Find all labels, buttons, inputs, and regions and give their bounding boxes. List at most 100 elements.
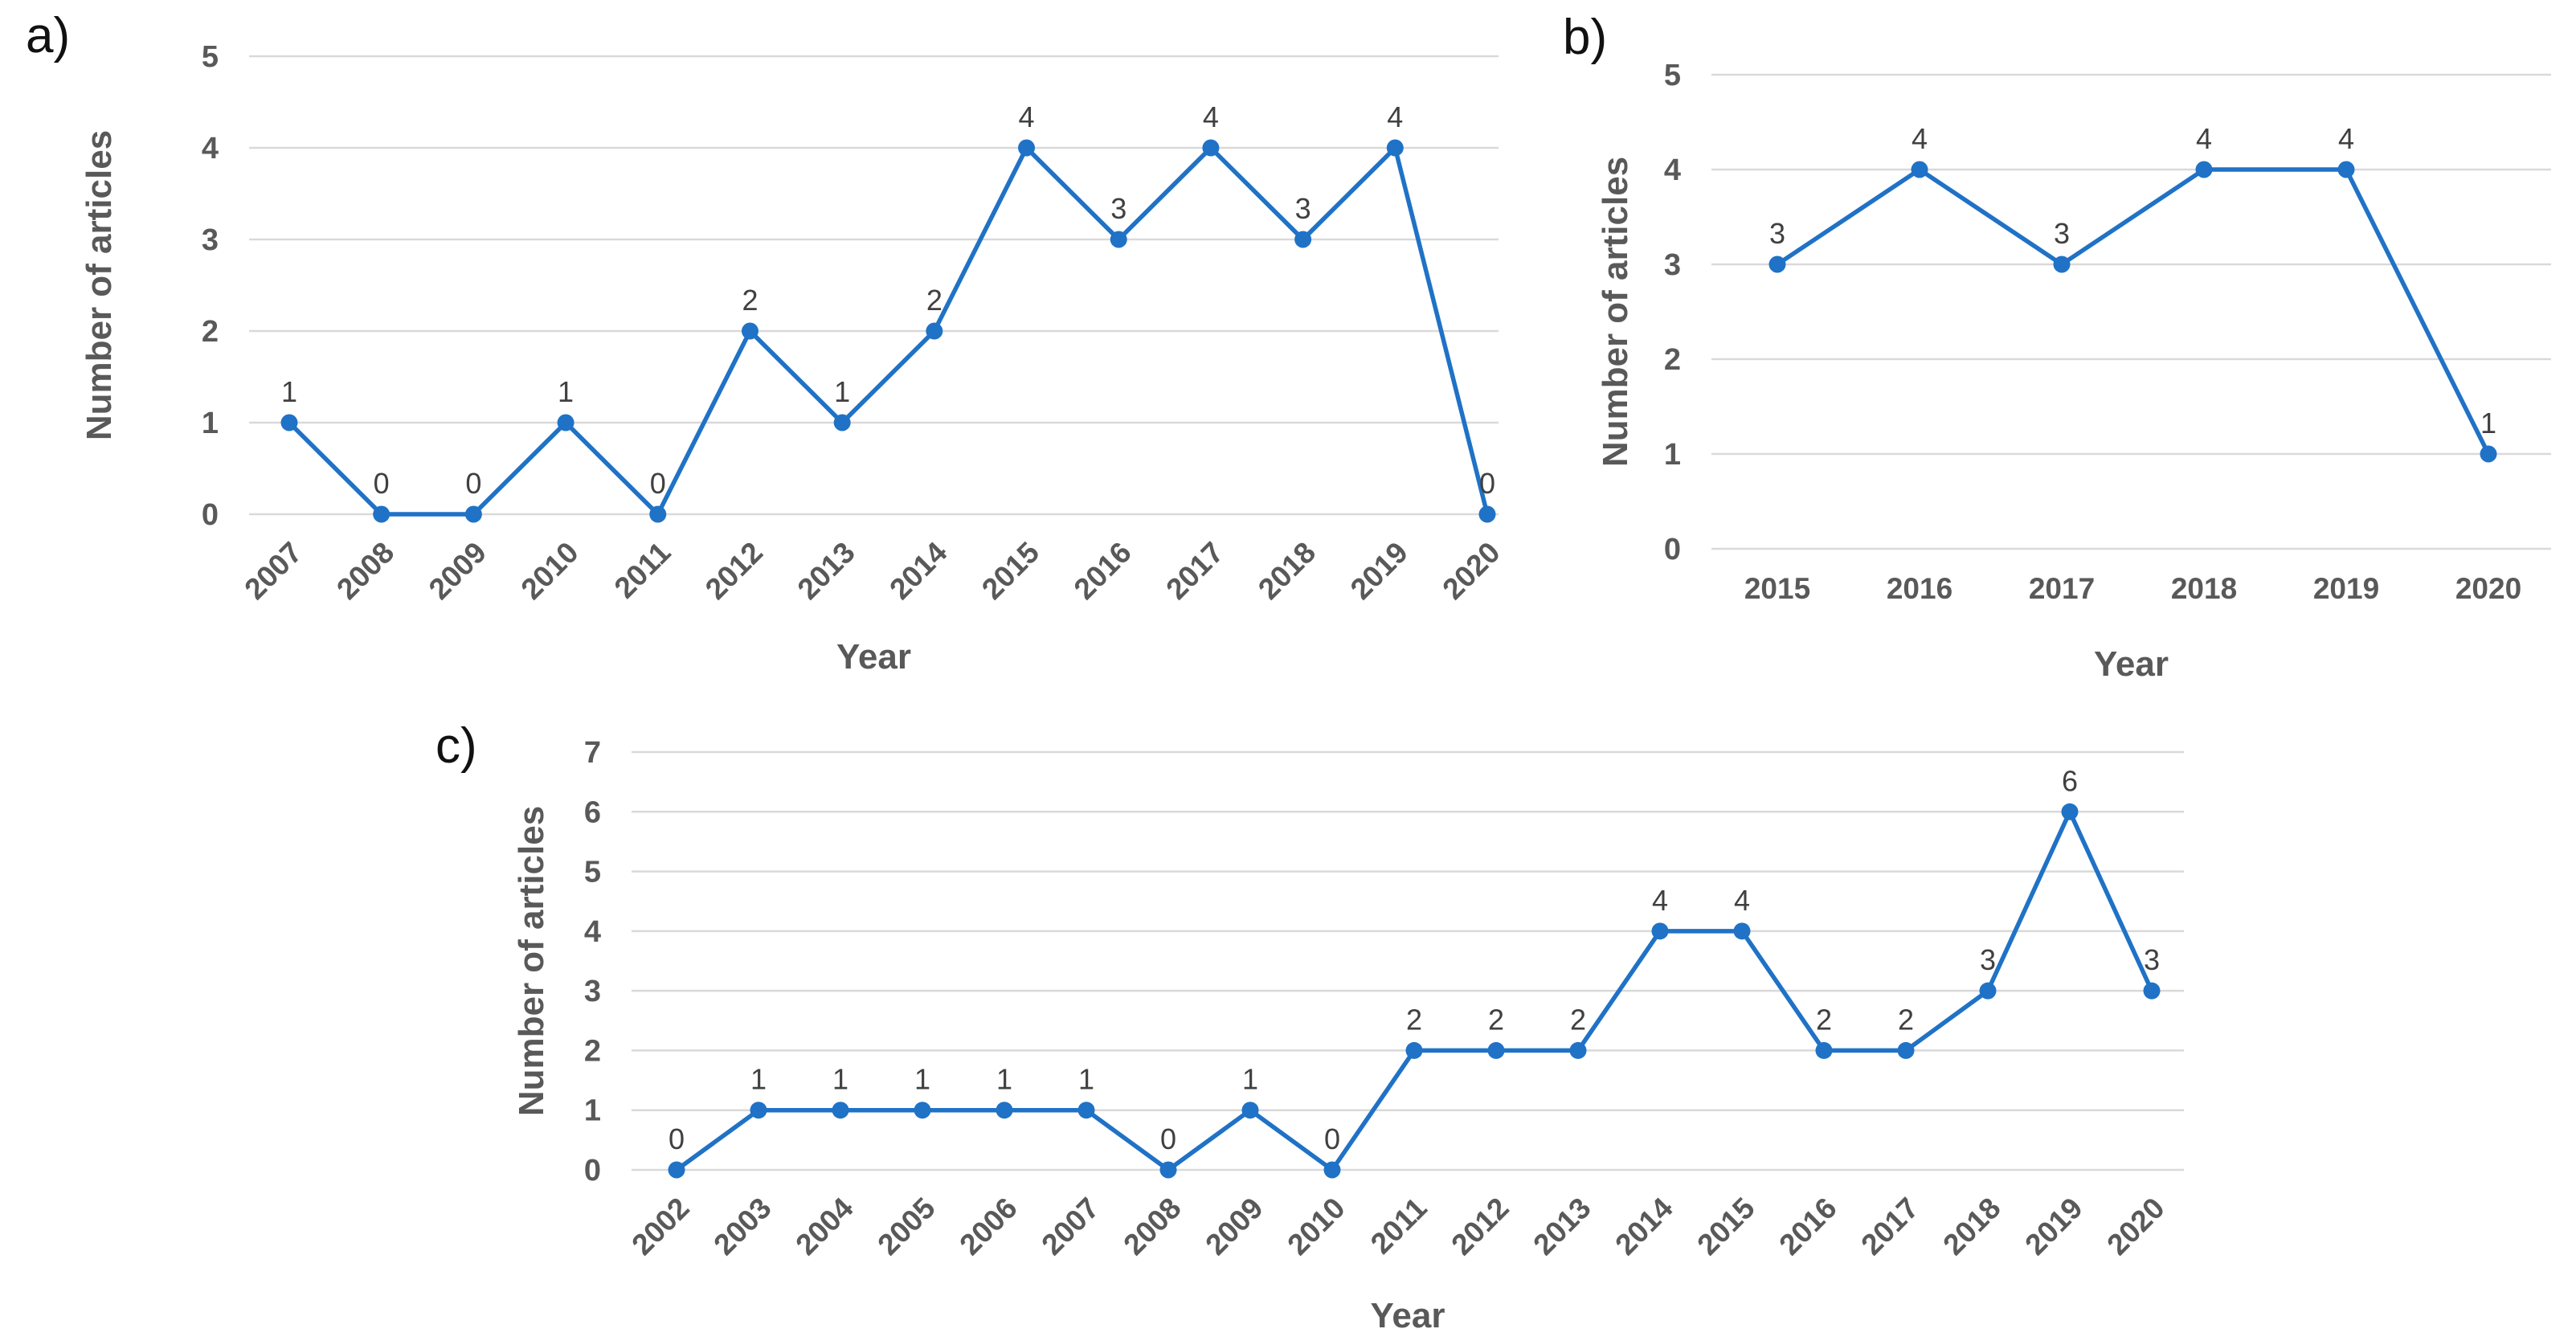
x-tick-label: 2004 bbox=[789, 1191, 859, 1261]
y-tick-label: 0 bbox=[584, 1154, 601, 1188]
data-label: 3 bbox=[1295, 192, 1311, 225]
x-tick-label: 2017 bbox=[2029, 572, 2095, 605]
x-tick-label: 2019 bbox=[2313, 572, 2379, 605]
y-tick-label: 4 bbox=[202, 132, 219, 166]
y-tick-label: 3 bbox=[202, 223, 219, 257]
data-label: 2 bbox=[1570, 1003, 1586, 1036]
data-point bbox=[833, 414, 851, 431]
data-point bbox=[1733, 922, 1751, 940]
data-point bbox=[1768, 256, 1786, 273]
data-label: 1 bbox=[1242, 1063, 1258, 1096]
y-tick-label: 6 bbox=[584, 795, 601, 829]
x-tick-label: 2011 bbox=[608, 536, 677, 605]
panel-label-b: b) bbox=[1563, 10, 1608, 65]
data-label: 4 bbox=[1912, 122, 1928, 155]
data-label: 4 bbox=[2338, 122, 2354, 155]
x-tick-label: 2008 bbox=[330, 536, 400, 606]
data-point bbox=[2143, 982, 2161, 1000]
data-label: 2 bbox=[742, 284, 758, 317]
data-label: 1 bbox=[914, 1063, 930, 1096]
x-tick-label: 2009 bbox=[1199, 1192, 1269, 1261]
data-label: 1 bbox=[281, 375, 297, 408]
x-tick-label: 2016 bbox=[1773, 1192, 1842, 1261]
x-tick-label: 2015 bbox=[1744, 572, 1810, 605]
data-label: 0 bbox=[650, 467, 666, 500]
data-label: 1 bbox=[832, 1063, 848, 1096]
data-label: 4 bbox=[2196, 122, 2212, 155]
x-tick-label: 2018 bbox=[1936, 1192, 2006, 1261]
x-tick-label: 2007 bbox=[238, 536, 308, 606]
data-point bbox=[1077, 1102, 1095, 1119]
chart-panel-c: c) 0 1 2 3 4 5 6 7 0 2002 1 2003 1 2004 1 2005 1 2006 1 200… bbox=[424, 713, 2204, 1337]
x-tick-label: 2002 bbox=[625, 1192, 695, 1261]
data-point bbox=[1110, 231, 1127, 248]
x-tick-label: 2020 bbox=[2100, 1192, 2170, 1261]
data-point bbox=[1911, 161, 1928, 178]
x-tick-label: 2016 bbox=[1887, 572, 1952, 605]
line-chart-b: 0 1 2 3 4 5 3 2015 4 2016 3 2017 4 2018 4 2019 1 2020 Numb… bbox=[1596, 59, 2551, 684]
x-tick-label: 2014 bbox=[883, 535, 953, 605]
data-point bbox=[1202, 139, 1220, 157]
data-label: 0 bbox=[669, 1122, 685, 1155]
y-tick-label: 3 bbox=[584, 975, 601, 1008]
data-point bbox=[649, 505, 667, 523]
data-point bbox=[1405, 1041, 1423, 1059]
data-label: 2 bbox=[1816, 1003, 1832, 1036]
y-axis-title: Number of articles bbox=[1596, 157, 1635, 467]
data-label: 1 bbox=[2480, 407, 2496, 440]
data-point bbox=[1487, 1041, 1505, 1059]
data-point bbox=[2337, 161, 2355, 178]
data-label: 3 bbox=[1769, 217, 1785, 250]
x-tick-label: 2010 bbox=[1281, 1192, 1351, 1261]
data-point bbox=[2480, 445, 2497, 463]
data-point bbox=[1386, 139, 1404, 157]
x-tick-label: 2013 bbox=[1527, 1192, 1597, 1261]
data-label: 4 bbox=[1652, 884, 1668, 917]
x-tick-label: 2018 bbox=[2171, 572, 2237, 605]
data-point bbox=[1979, 982, 1997, 1000]
x-tick-label: 2012 bbox=[699, 536, 769, 606]
y-tick-label: 5 bbox=[584, 856, 601, 889]
data-label: 2 bbox=[1488, 1003, 1504, 1036]
x-tick-label: 2007 bbox=[1035, 1192, 1105, 1261]
data-point bbox=[280, 414, 298, 431]
data-label: 1 bbox=[834, 375, 850, 408]
x-tick-label: 2012 bbox=[1445, 1192, 1515, 1261]
data-label: 0 bbox=[374, 467, 390, 500]
data-label: 1 bbox=[750, 1063, 767, 1096]
x-tick-label: 2003 bbox=[707, 1192, 777, 1261]
data-label: 2 bbox=[926, 284, 942, 317]
x-tick-label: 2020 bbox=[1436, 536, 1506, 606]
data-label: 3 bbox=[1110, 192, 1126, 225]
x-tick-label: 2017 bbox=[1854, 1192, 1924, 1261]
data-point bbox=[1018, 139, 1036, 157]
x-tick-label: 2005 bbox=[871, 1192, 941, 1261]
data-point bbox=[1651, 922, 1669, 940]
data-point bbox=[1159, 1161, 1177, 1179]
x-tick-label: 2014 bbox=[1609, 1191, 1678, 1261]
data-point bbox=[832, 1102, 849, 1119]
x-axis-title: Year bbox=[1371, 1296, 1445, 1335]
x-axis-title: Year bbox=[836, 637, 911, 677]
data-point bbox=[2053, 256, 2071, 273]
data-point bbox=[373, 505, 390, 523]
data-label: 0 bbox=[1479, 467, 1495, 500]
data-point bbox=[1569, 1041, 1587, 1059]
data-label: 3 bbox=[2144, 943, 2160, 976]
series-line bbox=[1775, 167, 2491, 456]
x-tick-label: 2015 bbox=[1691, 1192, 1760, 1261]
data-point bbox=[741, 322, 758, 340]
data-point bbox=[1323, 1161, 1341, 1179]
data-point bbox=[1815, 1041, 1833, 1059]
x-tick-label: 2017 bbox=[1159, 536, 1229, 606]
data-label: 1 bbox=[558, 375, 574, 408]
y-tick-label: 2 bbox=[584, 1034, 601, 1068]
data-label: 4 bbox=[1734, 884, 1750, 917]
data-point bbox=[1294, 231, 1312, 248]
x-tick-label: 2016 bbox=[1068, 536, 1138, 606]
y-tick-label: 1 bbox=[202, 407, 219, 440]
x-tick-label: 2013 bbox=[791, 536, 861, 606]
data-label: 0 bbox=[1324, 1122, 1340, 1155]
y-tick-label: 5 bbox=[202, 40, 219, 74]
